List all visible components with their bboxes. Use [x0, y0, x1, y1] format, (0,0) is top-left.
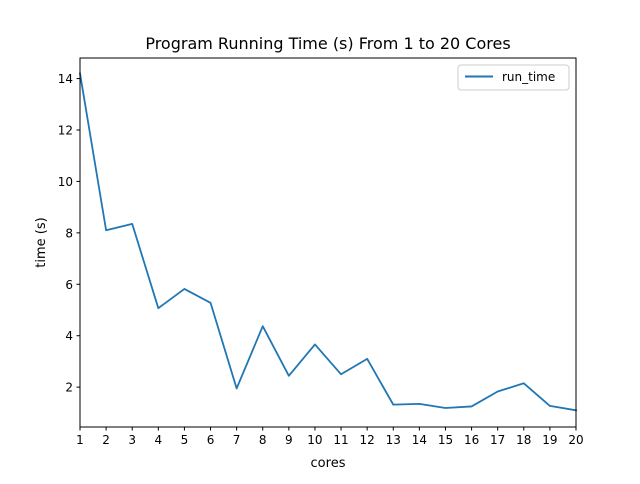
- legend: run_time: [457, 64, 570, 91]
- x-tick-label: 2: [102, 433, 110, 447]
- legend-label-run-time: run_time: [502, 70, 555, 84]
- y-axis-label: time (s): [34, 217, 49, 267]
- legend-box: [457, 64, 570, 91]
- y-tick-label: 2: [65, 381, 73, 395]
- x-tick-label: 3: [128, 433, 136, 447]
- x-tick-label: 19: [542, 433, 557, 447]
- x-tick-label: 13: [386, 433, 401, 447]
- x-tick-label: 20: [568, 433, 583, 447]
- x-tick-label: 15: [438, 433, 453, 447]
- x-axis-label: cores: [311, 456, 346, 471]
- chart-title: Program Running Time (s) From 1 to 20 Co…: [145, 34, 510, 53]
- x-tick-label: 4: [154, 433, 162, 447]
- series-line-run-time: [78, 72, 578, 412]
- series-group: [78, 72, 578, 412]
- x-tick-label: 17: [490, 433, 505, 447]
- y-tick-label: 6: [65, 278, 73, 292]
- x-tick-label: 16: [464, 433, 479, 447]
- y-tick-label: 4: [65, 329, 73, 343]
- x-tick-label: 10: [307, 433, 322, 447]
- y-tick-label: 12: [58, 124, 73, 138]
- x-tick-label: 12: [360, 433, 375, 447]
- x-tick-label: 18: [516, 433, 531, 447]
- x-tick-label: 14: [412, 433, 427, 447]
- x-tick-label: 5: [181, 433, 189, 447]
- x-axis-ticks: 1 2 3 4 5 6 7 8 9 10 11 12 13 14 15 16 17 18 19 20: [76, 427, 584, 447]
- y-tick-label: 14: [58, 72, 73, 86]
- y-tick-label: 8: [65, 226, 73, 240]
- x-tick-label: 9: [285, 433, 293, 447]
- y-axis-ticks: 2 4 6 8 10 12 14: [58, 72, 80, 395]
- x-tick-label: 7: [233, 433, 241, 447]
- x-tick-label: 6: [207, 433, 215, 447]
- x-tick-label: 11: [333, 433, 348, 447]
- x-tick-label: 1: [76, 433, 84, 447]
- y-tick-label: 10: [58, 175, 73, 189]
- x-tick-label: 8: [259, 433, 267, 447]
- plot-area-frame: [79, 57, 577, 428]
